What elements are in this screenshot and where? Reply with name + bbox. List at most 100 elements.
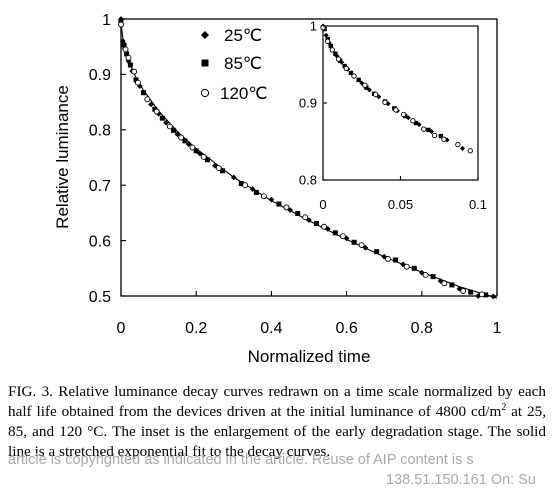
inset-point-circle-11 — [410, 118, 416, 124]
main-point-circle-6 — [153, 108, 160, 115]
main-point-square-13 — [238, 181, 244, 187]
main-point-square-22 — [411, 265, 417, 271]
main-y-tick-label: 0.7 — [89, 178, 111, 195]
main-point-circle-13 — [260, 193, 267, 200]
legend-label-25: 25℃ — [224, 26, 262, 45]
main-point-square-21 — [392, 257, 398, 263]
inset-point-square-7 — [356, 77, 361, 83]
figure-caption: FIG. 3. Relative luminance decay curves … — [8, 382, 546, 462]
main-point-circle-4 — [134, 79, 141, 86]
main-y-tick-label: 0.9 — [89, 67, 111, 84]
inset-point-diamond-16 — [444, 137, 450, 143]
main-x-tick-label: 0.6 — [335, 320, 357, 337]
main-point-diamond-8 — [163, 119, 169, 126]
inset-point-square-8 — [364, 85, 369, 90]
main-x-tick-label: 0.8 — [411, 320, 433, 337]
caption-text-a: Relative luminance decay curves redrawn … — [8, 383, 546, 420]
main-point-square-25 — [468, 289, 474, 295]
inset-point-square-6 — [348, 70, 354, 76]
caption-text-b: at 25, 85, and 120 °C. The inset is the … — [8, 403, 546, 460]
inset-point-diamond-17 — [459, 145, 466, 151]
main-point-square-10 — [193, 148, 199, 154]
main-y-tick-label: 0.8 — [89, 123, 111, 140]
main-plot-area: 0 0.2 0.4 0.6 0.8 1 0.5 0.6 0.7 0.8 0.9 1 — [89, 12, 502, 337]
main-point-circle-10 — [200, 153, 207, 160]
inset-point-circle-12 — [421, 126, 427, 132]
inset-point-circle-8 — [382, 99, 388, 105]
main-point-square-18 — [332, 230, 338, 236]
inset-point-diamond-1 — [323, 32, 329, 38]
main-plot-frame — [120, 18, 498, 297]
main-y-tick-label: 0.5 — [89, 289, 111, 306]
inset-point-circle-14 — [441, 136, 447, 142]
legend-marker-square — [201, 59, 209, 67]
inset-point-circle-10 — [400, 111, 407, 118]
inset-point-square-2 — [328, 43, 333, 49]
inset-point-diamond-8 — [359, 80, 365, 86]
main-point-diamond-6 — [148, 101, 154, 108]
main-point-circle-16 — [321, 223, 327, 230]
main-y-tick-label: 0.6 — [89, 233, 111, 250]
main-point-circle-23 — [460, 288, 467, 294]
legend-item-85: 85℃ — [201, 54, 262, 73]
ip-watermark: 138.51.150.161 On: Su — [386, 472, 536, 488]
main-point-square-20 — [374, 249, 380, 255]
inset-y-tick-label: 0.8 — [299, 173, 317, 188]
caption-superscript: 2 — [501, 401, 507, 413]
main-point-square-2 — [124, 51, 130, 57]
main-point-circle-14 — [283, 204, 290, 211]
y-axis-title: Relative luminance — [53, 85, 72, 229]
inset-point-circle-1 — [324, 38, 331, 45]
decay-chart: 0 0.2 0.4 0.6 0.8 1 0.5 0.6 0.7 0.8 0.9 1 Relative … — [53, 12, 502, 366]
inset-point-circle-16 — [467, 148, 473, 154]
inset-point-square-5 — [342, 63, 347, 69]
legend-marker-circle — [200, 88, 210, 98]
main-x-tick-label: 0.4 — [260, 320, 282, 337]
main-point-square-24 — [449, 282, 455, 288]
inset-point-diamond-15 — [428, 128, 435, 135]
inset-point-square-3 — [333, 51, 338, 56]
inset-x-tick-label: 0 — [319, 197, 326, 212]
main-point-circle-3 — [131, 68, 138, 75]
main-point-circle-12 — [242, 182, 249, 189]
main-point-circle-1 — [122, 46, 129, 53]
inset-point-square-14 — [426, 127, 431, 133]
main-point-square-4 — [133, 77, 139, 83]
inset-point-square-13 — [413, 120, 419, 126]
inset-plot-frame — [322, 25, 479, 181]
main-x-tick-label: 0.2 — [185, 320, 207, 337]
main-point-square-8 — [171, 127, 177, 133]
inset-y-tick-label: 0.9 — [299, 96, 317, 111]
inset-point-circle-6 — [362, 82, 368, 88]
legend-marker-diamond — [201, 31, 209, 39]
main-point-circle-19 — [385, 255, 391, 262]
main-point-square-11 — [204, 157, 210, 163]
inset-x-tick-label: 0.1 — [469, 197, 487, 212]
inset-point-circle-2 — [329, 47, 335, 53]
main-point-circle-5 — [144, 96, 151, 103]
main-point-circle-17 — [339, 233, 346, 240]
main-point-square-17 — [314, 220, 320, 226]
caption-label: FIG. 3. — [8, 383, 53, 400]
main-point-circle-21 — [422, 271, 429, 278]
legend-item-120: 120℃ — [200, 84, 267, 103]
legend: 25℃ 85℃ 120℃ — [200, 26, 267, 103]
main-y-tick-label: 1 — [102, 12, 111, 29]
main-point-circle-11 — [215, 165, 222, 171]
inset-point-circle-15 — [455, 141, 461, 148]
main-point-square-1 — [121, 42, 127, 48]
main-point-square-16 — [295, 210, 301, 216]
inset-point-circle-7 — [373, 91, 379, 98]
main-point-square-9 — [182, 138, 188, 144]
main-point-diamond-13 — [230, 174, 237, 181]
main-point-diamond-27 — [490, 293, 497, 300]
inset-point-circle-3 — [335, 56, 342, 62]
inset-point-circle-5 — [351, 73, 357, 79]
main-point-circle-9 — [189, 144, 196, 151]
inset-point-diamond-13 — [405, 115, 411, 121]
main-point-square-23 — [430, 274, 436, 280]
main-point-square-3 — [127, 62, 133, 68]
inset-point-circle-13 — [431, 132, 438, 138]
main-point-circle-7 — [166, 123, 173, 130]
main-data-layer: 0 0.2 0.4 0.6 0.8 1 0.5 0.6 0.7 0.8 0.9 1 — [89, 12, 502, 337]
